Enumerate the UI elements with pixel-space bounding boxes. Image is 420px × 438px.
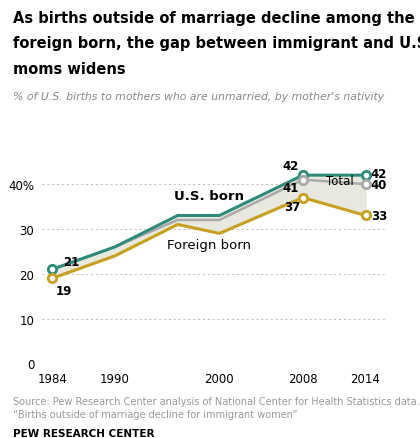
Text: 40: 40: [371, 178, 387, 191]
Text: foreign born, the gap between immigrant and U.S.-born: foreign born, the gap between immigrant …: [13, 36, 420, 51]
Text: 21: 21: [63, 255, 79, 268]
Text: 42: 42: [371, 168, 387, 181]
Text: U.S. born: U.S. born: [174, 189, 244, 202]
Text: 42: 42: [282, 160, 299, 173]
Text: 19: 19: [55, 284, 72, 297]
Text: As births outside of marriage decline among the: As births outside of marriage decline am…: [13, 11, 414, 26]
Text: Total: Total: [326, 175, 354, 187]
Text: Foreign born: Foreign born: [167, 239, 251, 251]
Text: Source: Pew Research Center analysis of National Center for Health Statistics da: Source: Pew Research Center analysis of …: [13, 396, 419, 406]
Text: moms widens: moms widens: [13, 62, 125, 77]
Text: % of U.S. births to mothers who are unmarried, by mother's nativity: % of U.S. births to mothers who are unma…: [13, 92, 384, 102]
Text: 41: 41: [282, 181, 299, 194]
Text: 37: 37: [285, 200, 301, 213]
Text: “Births outside of marriage decline for immigrant women”: “Births outside of marriage decline for …: [13, 410, 297, 420]
Text: PEW RESEARCH CENTER: PEW RESEARCH CENTER: [13, 428, 154, 438]
Text: 33: 33: [371, 209, 387, 223]
